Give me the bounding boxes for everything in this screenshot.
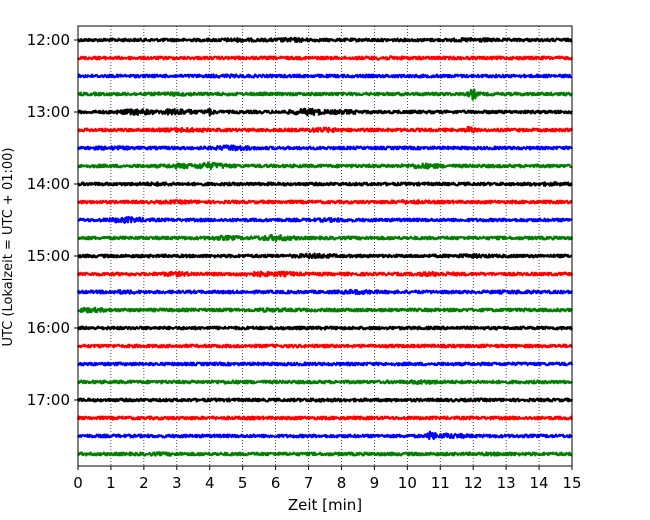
seismogram-trace — [77, 451, 573, 457]
seismogram-trace — [77, 55, 573, 61]
seismogram-trace — [77, 233, 574, 243]
y-tick-label: 13:00 — [27, 103, 70, 121]
seismogram-trace — [77, 126, 573, 134]
seismogram-trace — [76, 397, 574, 403]
seismogram-trace — [77, 379, 574, 386]
x-tick-label: 7 — [304, 474, 314, 492]
x-axis-label: Zeit [min] — [288, 496, 362, 514]
seismogram-trace — [76, 288, 574, 296]
x-tick-label: 9 — [370, 474, 380, 492]
seismogram-trace — [76, 144, 574, 152]
seismogram-trace — [77, 181, 573, 187]
y-tick-label: 12:00 — [27, 31, 70, 49]
x-axis-ticks: 0 1 2 3 4 5 6 7 8 9 10 11 12 13 14 15 — [73, 466, 582, 492]
seismogram-trace — [77, 88, 573, 101]
y-axis-label: UTC (Lokalzeit = UTC + 01:00) — [1, 148, 16, 347]
seismogram-trace — [76, 270, 574, 278]
seismogram-trace — [77, 73, 573, 79]
seismogram-trace — [77, 252, 573, 260]
x-tick-label: 0 — [73, 474, 83, 492]
x-tick-label: 12 — [464, 474, 483, 492]
x-tick-label: 6 — [271, 474, 281, 492]
x-tick-label: 13 — [497, 474, 516, 492]
seismogram-trace — [76, 325, 574, 331]
seismogram-trace — [76, 415, 574, 421]
y-tick-label: 16:00 — [27, 319, 70, 337]
x-tick-label: 5 — [238, 474, 248, 492]
y-tick-label: 17:00 — [27, 391, 70, 409]
y-tick-label: 15:00 — [27, 247, 70, 265]
x-tick-label: 8 — [337, 474, 347, 492]
seismogram-trace — [77, 306, 573, 314]
x-tick-label: 3 — [172, 474, 182, 492]
x-tick-label: 14 — [530, 474, 549, 492]
seismogram-trace — [77, 199, 573, 205]
seismogram-trace — [77, 161, 573, 171]
seismogram-trace — [77, 215, 573, 224]
y-axis-ticks: 12:00 13:00 14:00 15:00 16:00 17:00 — [27, 31, 78, 409]
x-tick-label: 1 — [106, 474, 116, 492]
seismogram-trace — [76, 343, 574, 349]
x-gridlines — [110, 26, 540, 466]
plot-frame — [77, 25, 573, 467]
seismogram-trace — [76, 430, 573, 441]
seismogram-traces — [76, 36, 574, 457]
seismogram-trace — [77, 107, 574, 117]
seismogram-trace — [77, 36, 573, 44]
y-tick-label: 14:00 — [27, 175, 70, 193]
x-tick-label: 11 — [431, 474, 450, 492]
seismogram-trace — [77, 361, 574, 367]
x-tick-label: 2 — [139, 474, 149, 492]
x-tick-label: 10 — [398, 474, 417, 492]
x-tick-label: 15 — [562, 474, 581, 492]
x-tick-label: 4 — [205, 474, 215, 492]
